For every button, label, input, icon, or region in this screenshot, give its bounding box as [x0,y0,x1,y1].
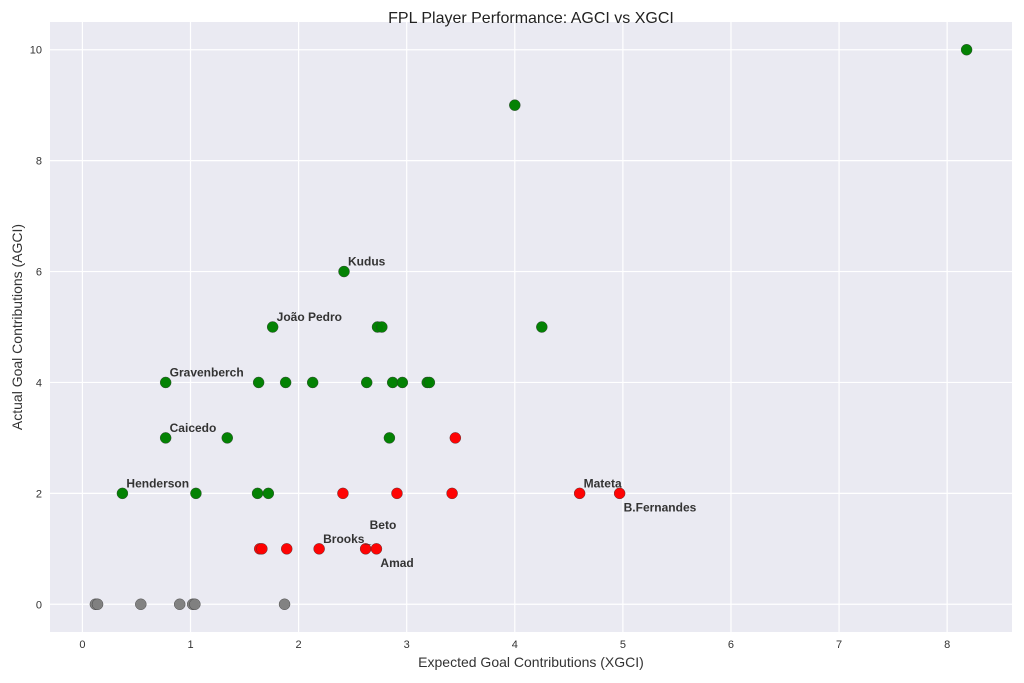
x-tick-label: 3 [404,639,410,651]
data-point [221,432,233,444]
data-point [306,376,319,389]
point-label: Mateta [584,476,622,490]
data-point [536,321,548,333]
point-label: Caicedo [170,421,217,435]
y-tick-label: 4 [36,377,42,389]
data-point [423,376,436,389]
data-point [190,487,202,500]
data-point [391,487,403,500]
data-point [278,598,291,610]
x-tick-label: 7 [836,639,842,651]
data-point [266,321,279,333]
y-tick-label: 2 [36,488,42,500]
data-point [573,487,586,500]
chart-title: FPL Player Performance: AGCI vs XGCI [388,10,674,27]
data-point [376,321,388,333]
data-point [159,432,172,444]
data-point [449,432,462,444]
data-point [174,598,186,610]
x-tick-label: 8 [944,639,950,651]
x-tick-label: 1 [187,639,193,651]
data-point [189,598,201,610]
data-point [313,543,325,555]
point-label: Kudus [348,255,386,269]
data-point [135,598,147,610]
data-point [281,543,293,555]
data-point [337,487,349,500]
point-label: B.Fernandes [624,500,697,514]
y-tick-label: 0 [36,599,42,611]
data-point [252,376,265,389]
data-point [262,487,275,500]
data-point [396,376,409,389]
grid [50,22,1012,632]
data-point [446,487,458,500]
data-point [338,265,350,278]
data-point [159,376,172,389]
data-point [116,487,129,500]
point-label: Beto [370,518,397,532]
x-tick-label: 2 [296,639,302,651]
x-tick-label: 0 [79,639,85,651]
y-tick-label: 10 [30,45,42,57]
points [89,44,973,610]
data-point [91,598,104,610]
ticks: 0 1 2 3 4 5 6 7 8 0 2 4 6 8 10 [30,45,950,651]
annotations: Kudus João Pedro Gravenberch Caicedo Henders… [126,255,696,570]
y-tick-label: 8 [36,156,42,168]
data-point [960,44,973,56]
data-point [279,376,292,389]
y-tick-label: 6 [36,267,42,279]
data-point [361,376,373,389]
x-axis-label: Expected Goal Contributions (XGCI) [418,654,644,670]
data-point [383,432,396,444]
data-point [370,543,383,555]
data-point [256,543,268,555]
y-axis-label: Actual Goal Contributions (AGCI) [9,224,25,430]
data-point [509,99,521,111]
point-label: Amad [380,556,413,570]
data-point [386,376,399,389]
point-label: Henderson [126,476,189,490]
plot-background [50,22,1012,632]
x-tick-label: 4 [512,639,518,651]
data-point [251,487,264,500]
x-tick-label: 5 [620,639,626,651]
point-label: Gravenberch [170,365,244,379]
point-label: Brooks_ [323,532,371,546]
point-label: João Pedro [277,310,342,324]
data-point [613,487,626,500]
x-tick-label: 6 [728,639,734,651]
